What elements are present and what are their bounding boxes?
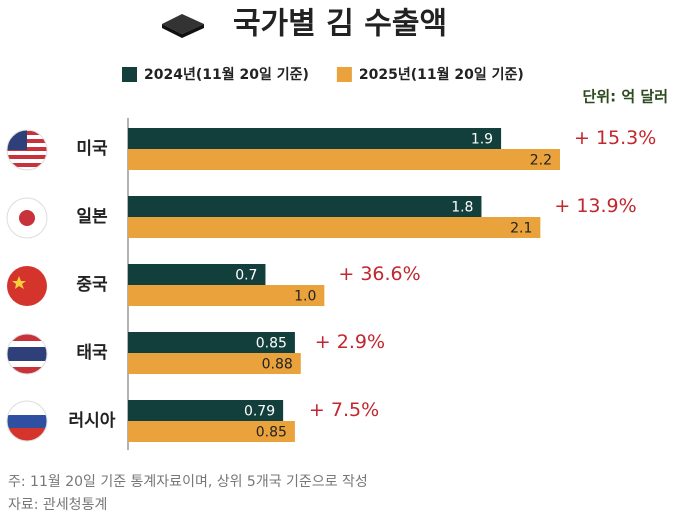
category-label: 미국 bbox=[76, 139, 108, 159]
bar bbox=[128, 196, 482, 217]
category-label: 중국 bbox=[76, 275, 108, 295]
legend-label: 2025년(11월 20일 기준) bbox=[359, 66, 524, 83]
value-label: 0.85 bbox=[256, 425, 287, 441]
change-annotation: + 7.5% bbox=[309, 399, 379, 421]
unit-label: 단위: 억 달러 bbox=[583, 88, 668, 106]
chart-title: 국가별 김 수출액 bbox=[233, 7, 447, 42]
flag-us bbox=[6, 129, 48, 171]
value-label: 0.85 bbox=[256, 336, 287, 352]
flag-ru bbox=[6, 400, 48, 442]
bar bbox=[128, 128, 502, 149]
flags bbox=[6, 129, 48, 442]
bar bbox=[128, 149, 560, 170]
value-label: 1.9 bbox=[471, 132, 493, 148]
change-annotation: + 15.3% bbox=[574, 127, 656, 149]
bar bbox=[128, 217, 541, 238]
legend-swatch bbox=[122, 67, 137, 82]
category-label: 러시아 bbox=[69, 411, 116, 431]
bar bbox=[128, 353, 301, 374]
flag-jp bbox=[6, 197, 48, 239]
bar bbox=[128, 285, 325, 306]
change-annotation: + 2.9% bbox=[315, 331, 385, 353]
value-label: 2.1 bbox=[510, 221, 532, 237]
change-annotation: + 13.9% bbox=[554, 195, 636, 217]
change-annotation: + 36.6% bbox=[338, 263, 420, 285]
flag-cn bbox=[7, 266, 47, 306]
value-label: 1.0 bbox=[294, 289, 316, 305]
bar bbox=[128, 264, 266, 285]
flag-th bbox=[6, 333, 48, 375]
value-label: 1.8 bbox=[451, 200, 473, 216]
value-label: 2.2 bbox=[530, 153, 552, 169]
value-label: 0.7 bbox=[235, 268, 257, 284]
title-icon bbox=[162, 14, 204, 38]
bar bbox=[128, 332, 295, 353]
legend-swatch bbox=[336, 67, 352, 82]
category-label: 일본 bbox=[76, 207, 108, 227]
value-label: 0.79 bbox=[244, 404, 275, 420]
bar bbox=[128, 421, 295, 442]
category-label: 태국 bbox=[76, 343, 108, 363]
source: 자료: 관세청통계 bbox=[8, 497, 107, 513]
legend-label: 2024년(11월 20일 기준) bbox=[144, 66, 309, 83]
note: 주: 11월 20일 기준 통계자료이며, 상위 5개국 기준으로 작성 bbox=[8, 474, 368, 490]
value-label: 0.88 bbox=[262, 357, 293, 373]
bar bbox=[128, 400, 284, 421]
